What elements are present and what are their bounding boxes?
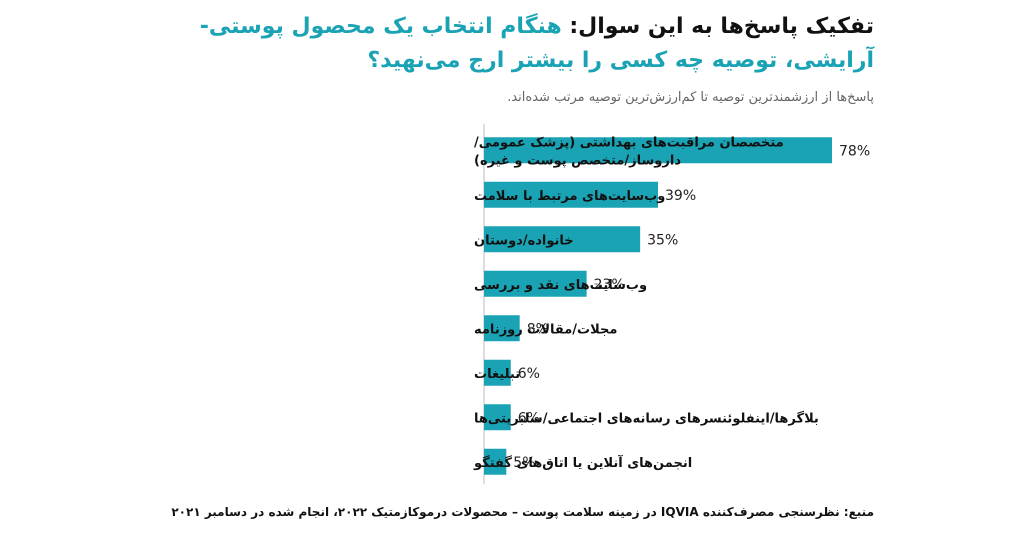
- title-question: هنگام انتخاب یک محصول پوستی-آرایشی، توصی…: [199, 14, 874, 73]
- category-label-2: خانواده/دوستان: [474, 233, 574, 248]
- source-note: منبع: نظرسنجی مصرف‌کننده IQVIA در زمینه …: [171, 505, 874, 519]
- value-label-2: 35%: [647, 232, 678, 248]
- bar-2: [484, 226, 641, 253]
- value-label-4: 8%: [527, 321, 549, 337]
- category-label-5-line-0: تبلیغات: [474, 367, 520, 382]
- category-label-3-line-0: وب‌سایت‌های نقد و بررسی: [474, 278, 647, 293]
- bar-4: [484, 315, 520, 342]
- title-lead: تفکیک پاسخ‌ها به این سوال:: [561, 14, 874, 39]
- bar-6: [484, 404, 511, 431]
- value-label-3: 23%: [594, 277, 625, 293]
- bar-1: [484, 181, 658, 208]
- category-label-6: بلاگرها/اینفلوئنسرهای رسانه‌های اجتماعی/…: [474, 410, 819, 426]
- value-label-1: 39%: [665, 188, 696, 204]
- bar-0: [484, 137, 832, 164]
- category-label-0-line-1: داروساز/متخصص پوست و غیره): [474, 153, 681, 168]
- bar-5: [484, 359, 511, 386]
- bar-3: [484, 270, 587, 297]
- category-label-7: انجمن‌های آنلاین یا اتاق‌های گفتگو: [473, 454, 692, 471]
- chart-subtitle: پاسخ‌ها از ارزشمندترین توصیه تا کم‌ارزش‌…: [507, 90, 874, 105]
- value-label-6: 6%: [518, 410, 540, 426]
- category-label-4-line-0: مجلات/مقالات روزنامه: [474, 322, 617, 337]
- value-label-0: 78%: [839, 143, 870, 159]
- category-label-1-line-0: وب‌سایت‌های مرتبط با سلامت: [474, 189, 665, 204]
- category-label-7-line-0: انجمن‌های آنلاین یا اتاق‌های گفتگو: [473, 454, 692, 471]
- category-label-6-line-0: بلاگرها/اینفلوئنسرهای رسانه‌های اجتماعی/…: [474, 410, 819, 426]
- chart-title: تفکیک پاسخ‌ها به این سوال: هنگام انتخاب …: [114, 10, 874, 78]
- category-label-5: تبلیغات: [474, 367, 520, 382]
- category-label-4: مجلات/مقالات روزنامه: [474, 322, 617, 337]
- bar-7: [484, 448, 507, 475]
- value-label-5: 6%: [518, 366, 540, 382]
- category-label-0-line-0: متخصصان مراقبت‌های بهداشتی (پزشک عمومی/: [474, 135, 784, 150]
- category-label-3: وب‌سایت‌های نقد و بررسی: [474, 278, 647, 293]
- category-label-2-line-0: خانواده/دوستان: [474, 233, 574, 248]
- category-label-1: وب‌سایت‌های مرتبط با سلامت: [474, 189, 665, 204]
- category-label-0: متخصصان مراقبت‌های بهداشتی (پزشک عمومی/د…: [474, 135, 784, 168]
- value-label-7: 5%: [513, 455, 535, 471]
